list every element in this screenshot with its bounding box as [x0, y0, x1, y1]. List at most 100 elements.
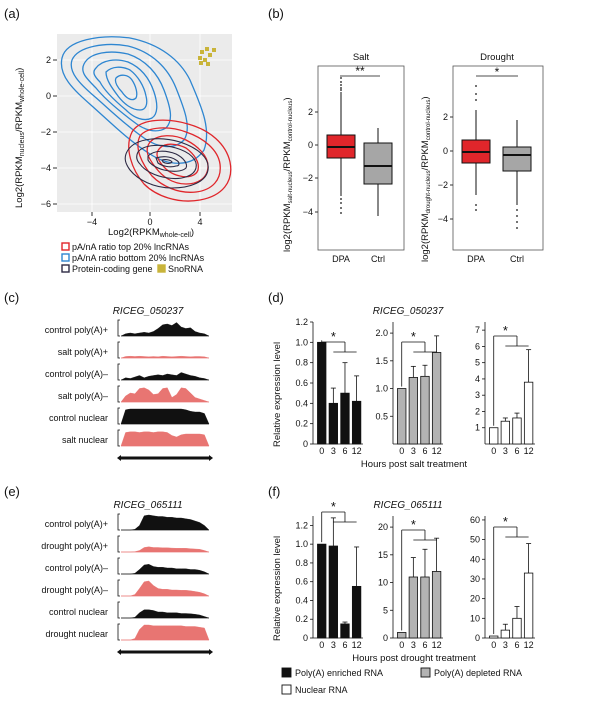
bar: [420, 375, 430, 445]
bar-ytick-label: 0: [475, 633, 480, 643]
bar-ytick-label: 0.4: [295, 398, 308, 408]
panel-d-gene: RICEG_050237: [373, 306, 444, 317]
bar-xtick-label: 3: [503, 446, 508, 456]
bar-ytick-label: 6: [475, 341, 480, 351]
panel-f-xlabel: Hours post drought treatment: [352, 653, 476, 664]
track-scale-bracket: [117, 363, 120, 381]
bar-xtick-label: 0: [491, 640, 496, 650]
coverage-track: [121, 514, 210, 531]
a-xtick-label: 0: [147, 217, 152, 227]
a-ytick-label: 2: [46, 55, 51, 65]
bar-ytick-label: 7: [475, 325, 480, 335]
panel-e-tracks: control poly(A)+ drought poly(A)+ control …: [41, 513, 213, 655]
track-scale-bracket: [117, 341, 120, 359]
salt-ylabel: log2(RPKMsalt-nucleus/RPKMcontrol-nucleu…: [282, 97, 294, 252]
panel-c-tracks: control poly(A)+ salt poly(A)+ control pol…: [45, 319, 213, 461]
b-ytick-label: 2: [308, 107, 313, 117]
track-scale-bracket: [117, 557, 120, 575]
bar-xtick-label: 3: [411, 640, 416, 650]
a-ytick-label: −2: [41, 127, 51, 137]
salt-box-dpa: [326, 77, 356, 214]
bar-ytick-label: 3: [475, 390, 480, 400]
bar-ytick-label: 0.2: [295, 614, 308, 624]
bar: [408, 377, 418, 445]
bar: [340, 392, 350, 445]
panel-label-e: (e): [4, 484, 20, 499]
bar-ytick-label: 1.0: [295, 337, 308, 347]
a-legend-swatch: [61, 242, 70, 251]
drought-xcat-dpa: DPA: [467, 254, 485, 264]
salt-xcat-ctrl: Ctrl: [371, 254, 385, 264]
bar: [523, 572, 534, 639]
sig-star: *: [331, 499, 336, 514]
salt-y-ticks: 2 0 −2 −4: [303, 107, 318, 217]
panel-e-gene: RICEG_065111: [113, 500, 182, 511]
coverage-track: [121, 546, 210, 553]
bar-ytick-label: 1.0: [375, 384, 388, 394]
bar-ytick-label: 20: [378, 522, 388, 532]
bar-xtick-label: 6: [514, 446, 519, 456]
panel-a-density: 2 0 −2 −4 −6 −4 0 4 Log2(RPKMwhole-cell) Log2(…: [14, 34, 232, 274]
bar-ytick-label: 1.2: [295, 520, 308, 530]
track-label: control poly(A)–: [45, 563, 108, 573]
bar-xtick-label: 3: [331, 640, 336, 650]
bar-xtick-label: 0: [319, 446, 324, 456]
bar-xtick-label: 12: [524, 446, 534, 456]
b-ytick-label: −4: [438, 214, 448, 224]
bar-ytick-label: 50: [470, 535, 480, 545]
track-scale-bracket: [117, 513, 120, 531]
bar-ytick-label: 0: [303, 633, 308, 643]
bar-ytick-label: 4: [475, 374, 480, 384]
track-label: salt poly(A)+: [58, 347, 108, 357]
a-legend-swatch: [61, 253, 70, 262]
sig-star: *: [411, 329, 416, 344]
b-ytick-label: 2: [443, 112, 448, 122]
coverage-track: [121, 580, 210, 597]
bar-ytick-label: 20: [470, 594, 480, 604]
bar-ytick-label: 5: [475, 358, 480, 368]
bar: [317, 543, 327, 639]
track-scale-bracket: [117, 429, 120, 447]
bar-xtick-label: 12: [352, 640, 362, 650]
track-scale-bracket: [117, 623, 120, 641]
bar-xtick-label: 6: [514, 640, 519, 650]
track-label: salt poly(A)–: [58, 391, 108, 401]
panel-label-b: (b): [268, 6, 284, 21]
bar-ytick-label: 0.8: [295, 358, 308, 368]
bar-ytick-label: 10: [378, 578, 388, 588]
track-label: control nuclear: [49, 413, 108, 423]
drought-box-ctrl: [502, 120, 532, 229]
panel-a-x-ticks: −4 0 4: [87, 212, 203, 227]
bar-ytick-label: 30: [470, 574, 480, 584]
salt-significance: **: [355, 64, 365, 78]
bar-ytick-label: 1.5: [375, 356, 388, 366]
bar-xtick-label: 12: [432, 640, 442, 650]
b-ytick-label: −2: [438, 180, 448, 190]
track-scale-bracket: [117, 601, 120, 619]
track-label: control poly(A)–: [45, 369, 108, 379]
bar: [351, 585, 362, 639]
bar-xtick-label: 6: [422, 446, 427, 456]
bar: [397, 388, 407, 445]
a-xtick-label: 4: [197, 217, 202, 227]
a-ytick-label: −6: [41, 199, 51, 209]
drought-title: Drought: [480, 52, 514, 63]
coverage-track: [120, 322, 210, 337]
bar-xtick-label: 6: [422, 640, 427, 650]
bar: [489, 635, 499, 639]
sig-star: *: [411, 517, 416, 532]
track-scale-bracket: [117, 319, 120, 337]
bar-xtick-label: 0: [319, 640, 324, 650]
bar: [431, 352, 442, 445]
coverage-track: [120, 387, 210, 403]
panel-a-y-ticks: 2 0 −2 −4 −6: [41, 55, 57, 209]
bar-legend-swatch: [281, 684, 292, 695]
sig-star: *: [503, 323, 508, 338]
bar-ytick-label: 0.2: [295, 419, 308, 429]
panel-d-xlabel: Hours post salt treatment: [361, 459, 467, 470]
a-legend-swatch: [157, 264, 166, 273]
protein-coding-contours: [124, 138, 209, 189]
a-legend-swatch: [61, 264, 70, 273]
